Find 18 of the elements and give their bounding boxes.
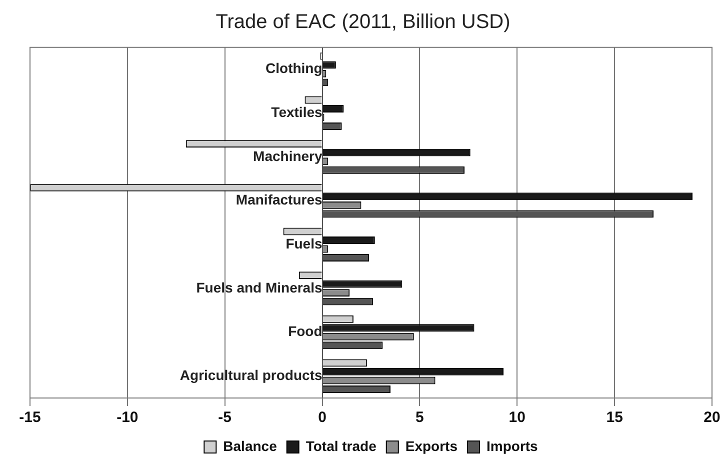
y-tick-label: Textiles [271, 104, 322, 120]
legend-label: Imports [486, 438, 538, 454]
x-tick-label: 5 [416, 409, 424, 426]
x-tick-label: 10 [508, 409, 526, 426]
x-tick-label: 20 [704, 409, 720, 426]
legend-label: Total trade [306, 438, 377, 454]
chart-title: Trade of EAC (2011, Billion USD) [214, 10, 512, 35]
y-tick-label: Clothing [266, 60, 322, 76]
x-tick-label: 15 [606, 409, 623, 426]
legend-label: Balance [223, 438, 278, 454]
x-tick-label: -15 [19, 409, 41, 426]
y-tick-label: Manifactures [236, 192, 322, 208]
x-tick-label: 0 [318, 409, 326, 426]
x-tick-label: -10 [116, 409, 138, 426]
x-tick-label: -5 [218, 409, 232, 426]
y-tick-label: Fuels [286, 235, 322, 252]
y-tick-label: Food [288, 323, 322, 340]
legend-label: Exports [405, 438, 458, 454]
